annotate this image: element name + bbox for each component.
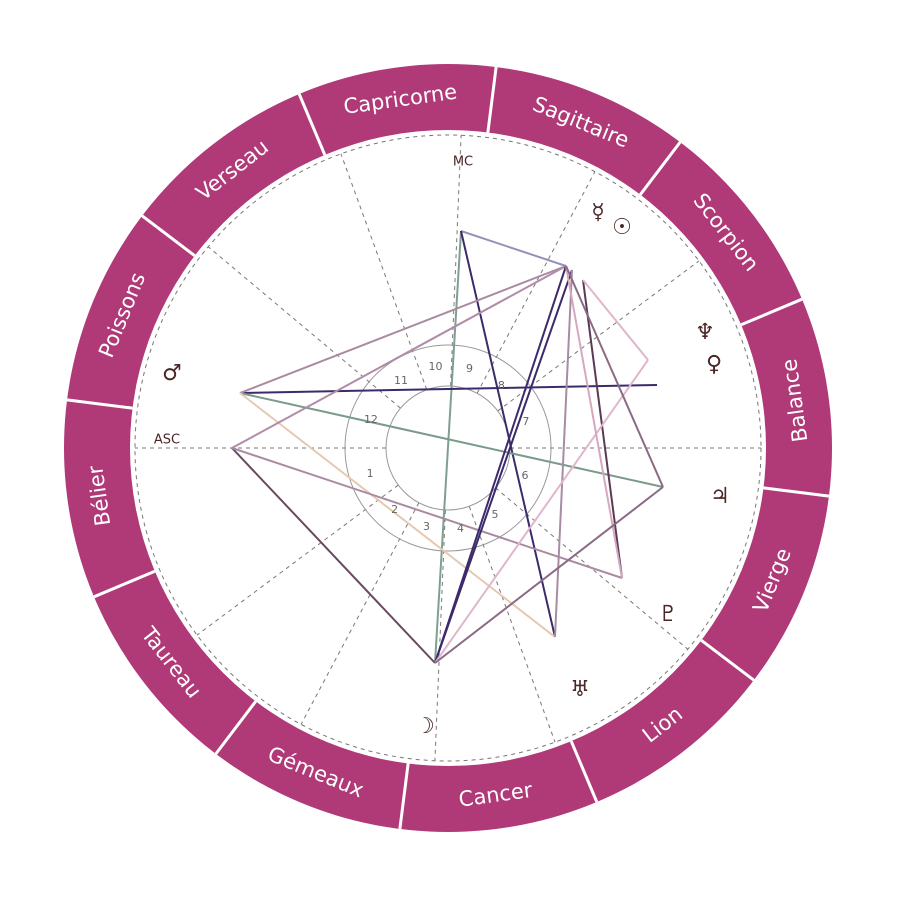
sign-divider: [740, 297, 803, 327]
house-number: 11: [394, 374, 408, 387]
house-cusp: [450, 135, 462, 387]
house-number: 1: [367, 467, 374, 480]
house-number: 5: [492, 508, 499, 521]
aspect-line: [231, 265, 567, 449]
planet-glyph: ♅: [570, 677, 590, 702]
house-number-circle: [344, 344, 552, 552]
aspect-line: [231, 447, 623, 579]
house-number: 9: [466, 362, 473, 375]
sign-divider: [486, 66, 498, 133]
aspect-line: [434, 269, 573, 664]
ascendant-label: ASC: [154, 433, 180, 448]
aspect-line: [231, 447, 436, 664]
aspect-line: [434, 230, 462, 664]
sign-divider: [297, 93, 327, 156]
aspect-line: [239, 392, 664, 488]
aspect-line: [582, 279, 649, 361]
house-number: 12: [364, 413, 378, 426]
house-cusp: [196, 484, 399, 636]
sign-divider: [398, 763, 410, 830]
house-number: 8: [498, 379, 505, 392]
planet-glyph: ☉: [612, 215, 632, 240]
planet-glyph: ☿: [591, 200, 605, 225]
sign-divider: [700, 639, 755, 682]
planet-glyph: ☽: [415, 714, 435, 739]
aspect-line: [239, 392, 556, 638]
house-number: 6: [522, 469, 529, 482]
aspect-line: [434, 359, 649, 664]
house-cusp: [476, 171, 596, 394]
aspect-line: [460, 230, 567, 267]
planet-glyph: ♂: [162, 361, 182, 386]
house-number: 10: [428, 360, 442, 373]
house-cusp: [300, 502, 420, 725]
house-cusp: [468, 506, 556, 743]
sign-divider: [214, 700, 257, 755]
sign-divider: [66, 398, 133, 410]
house-number: 3: [423, 520, 430, 533]
aspect-line: [434, 486, 664, 664]
aspect-line: [460, 230, 556, 638]
midheaven-label: MC: [453, 155, 473, 170]
sign-divider: [763, 486, 830, 498]
aspect-line: [565, 265, 664, 488]
planet-glyph: ♃: [710, 484, 730, 509]
aspect-line: [554, 269, 573, 638]
sign-divider: [639, 141, 682, 196]
house-cusp: [207, 246, 401, 409]
aspect-line: [434, 265, 567, 664]
house-number: 2: [391, 503, 398, 516]
planet-glyph: ♀: [706, 352, 722, 377]
planet-glyph: ♆: [695, 320, 715, 345]
aspect-lines: [231, 230, 664, 664]
house-number: 7: [522, 415, 529, 428]
sign-divider: [93, 569, 156, 599]
house-number: 4: [457, 522, 464, 535]
planet-glyph: ♇: [658, 602, 678, 627]
aspect-line: [582, 279, 623, 579]
sign-divider: [569, 740, 599, 803]
sign-divider: [141, 214, 196, 257]
aspect-line: [239, 265, 567, 394]
